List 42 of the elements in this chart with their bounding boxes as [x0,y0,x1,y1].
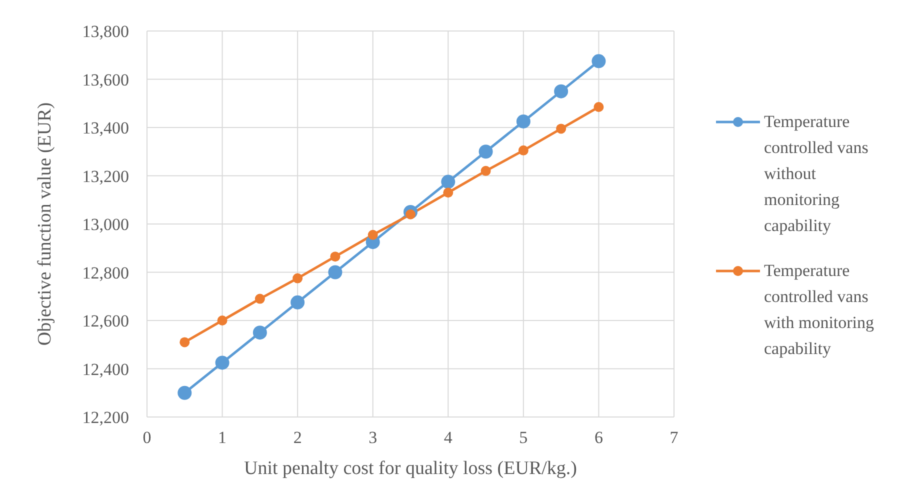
point [217,316,228,326]
point [518,145,528,156]
y-tick-label: 13,000 [82,215,129,234]
x-tick-label: 6 [594,428,603,448]
point [556,124,566,134]
x-axis-title: Unit penalty cost for quality loss (EUR/kg.) [244,458,577,479]
y-tick-label: 13,200 [82,166,129,186]
point [594,102,604,112]
point [180,337,190,348]
x-tick-label: 5 [519,428,528,448]
y-tick-label: 12,600 [82,312,129,331]
point [592,54,606,68]
x-tick-label: 3 [368,428,378,448]
y-tick-label: 13,400 [82,118,129,138]
y-tick-label: 12,800 [82,263,129,282]
point [252,326,267,340]
y-tick-label: 13,600 [82,70,129,90]
point [368,230,378,240]
point [254,294,265,304]
y-tick-label: 13,800 [82,22,129,42]
point [516,114,530,128]
legend-label: Temperature controlled vans with monitoring capability [764,260,876,360]
x-tick-label: 0 [142,428,152,448]
point [441,174,456,189]
y-tick-label: 12,200 [82,408,129,428]
point [292,273,303,284]
point [330,252,340,262]
point [215,356,230,370]
x-tick-label: 4 [444,428,453,448]
point [328,265,342,280]
point [443,188,454,198]
x-tick-label: 7 [670,428,679,448]
point [290,295,305,310]
x-tick-label: 1 [218,428,227,448]
point [554,84,568,98]
legend-label: Temperature controlled vans without monitoring capability [764,111,870,237]
x-tick-label: 2 [293,428,302,448]
point [178,386,192,400]
point [480,166,491,176]
point [478,144,493,159]
y-tick-label: 12,400 [82,360,129,379]
y-axis-title: Objective function value (EUR) [34,102,56,346]
